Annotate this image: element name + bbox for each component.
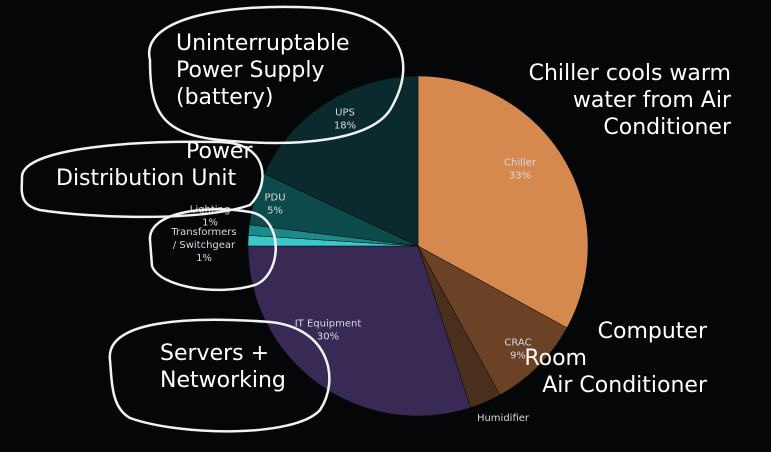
slice-label: Humidifier [477,413,530,424]
slice-label: Transformers / Switchgear 1% [170,227,236,264]
annotation-line: Air Conditioner [542,373,707,398]
annotation-line: Distribution Unit [56,166,237,191]
annotation-line: water from Air [572,88,731,113]
annotation-line: Room [524,346,587,371]
annotation-crac: Computer Room Air Conditioner [520,318,707,399]
annotation-pdu: Power Distribution Unit [56,138,271,192]
annotation-line: Networking [160,368,286,393]
annotation-line: Chiller cools warm [528,61,731,86]
pie-slice-crac [417,245,568,396]
annotation-line: Computer [597,319,707,344]
slice-label: Lighting 1% [190,205,230,229]
slice-label: CRAC 9% [504,338,531,362]
annotation-line: Uninterruptable [176,31,350,56]
pie-slice-chiller [417,75,589,329]
annotation-chiller: Chiller cools warm water from Air Condit… [505,60,731,141]
annotation-line: Servers + [160,341,270,366]
annotation-servers: Servers + Networking [160,340,320,394]
annotation-line: Conditioner [603,115,731,140]
annotation-ups: Uninterruptable Power Supply (battery) [176,30,376,111]
annotation-line: Power [186,139,253,164]
annotation-line: Power Supply [176,58,325,83]
annotation-line: (battery) [176,85,274,110]
slice-label: Chiller 33% [504,158,537,182]
